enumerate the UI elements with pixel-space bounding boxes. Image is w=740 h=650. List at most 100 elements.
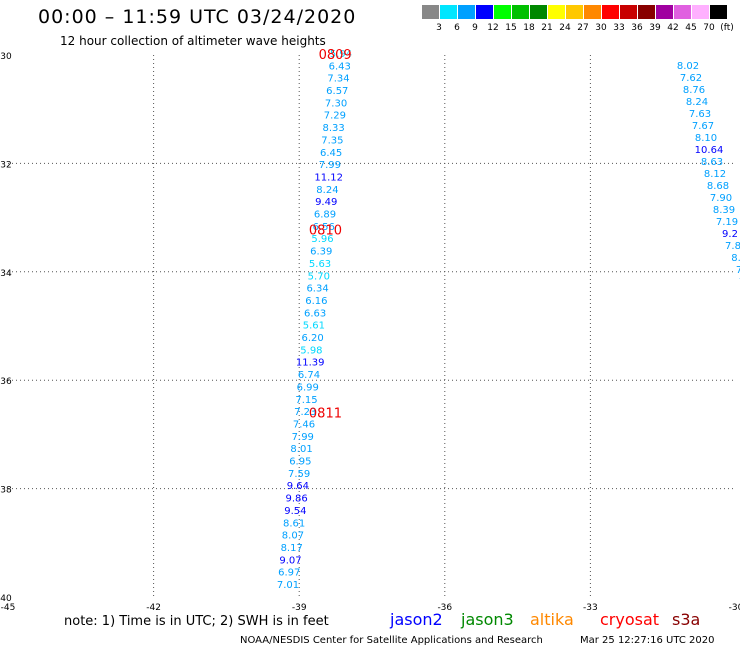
lat-tick-label: -34 <box>0 269 12 279</box>
wave-height-value: 8.68 <box>707 181 729 192</box>
legend-swatch <box>422 5 439 19</box>
wave-height-value: 5.98 <box>300 345 322 356</box>
wave-height-value: 8.12 <box>704 169 726 180</box>
wave-height-value: 8.17 <box>281 543 303 554</box>
wave-height-value: 7.99 <box>292 432 314 443</box>
lat-tick-label: -40 <box>0 594 12 604</box>
lon-tick-label: -33 <box>583 603 598 613</box>
satellite-name: cryosat <box>600 610 660 629</box>
wave-height-value: 9.2 <box>722 229 738 240</box>
wave-height-value: 7.59 <box>288 469 310 480</box>
wave-height-value: 6.16 <box>305 296 327 307</box>
wave-height-value: 8.39 <box>713 205 735 216</box>
wave-height-value: 6.74 <box>298 370 320 381</box>
wave-height-value: 6.89 <box>314 210 336 221</box>
legend-label: 42 <box>667 23 679 33</box>
map-axes: -45 -42 -39 -36 -33 -30 -30 -32 -34 -36 -38 -40 <box>0 52 740 613</box>
wave-height-value: 5.94 <box>330 49 352 60</box>
wave-height-value: 8.24 <box>316 185 338 196</box>
wave-height-value: 7.15 <box>295 395 317 406</box>
wave-height-value: 7.34 <box>327 74 349 85</box>
wave-height-value: 7.90 <box>710 193 732 204</box>
legend-label: 3 <box>436 23 442 33</box>
wave-height-value: 9.64 <box>287 481 309 492</box>
wave-height-value: 8.33 <box>322 123 344 134</box>
satellite-name: s3a <box>672 610 701 629</box>
legend-label: 12 <box>487 23 499 33</box>
pass-time-label: 0811 <box>309 407 342 422</box>
legend-swatch <box>476 5 493 19</box>
lat-tick-label: -36 <box>0 377 12 387</box>
legend-swatch <box>584 5 601 19</box>
satellite-name: jason3 <box>461 610 514 629</box>
wave-height-value: 8.63 <box>701 157 723 168</box>
wave-height-value: 8.61 <box>283 518 305 529</box>
wave-height-value: 7.23 <box>294 407 316 418</box>
legend-label: 21 <box>541 23 553 33</box>
footer-note: note: 1) Time is in UTC; 2) SWH is in fe… <box>64 614 329 629</box>
lon-tick-label: -42 <box>146 603 161 613</box>
wave-height-value: 7.99 <box>319 160 341 171</box>
wave-height-value: 6.43 <box>329 61 351 72</box>
lat-tick-label: -30 <box>0 52 12 62</box>
wave-height-value: 7.19 <box>716 217 738 228</box>
wave-height-value: 6.63 <box>304 308 326 319</box>
legend-label: 27 <box>577 23 589 33</box>
wave-height-value: 7.29 <box>324 111 346 122</box>
wave-height-value: 6.95 <box>289 457 311 468</box>
legend-swatch <box>494 5 511 19</box>
wave-height-value: 7.01 <box>277 580 299 591</box>
wave-height-value: 7.8 <box>725 241 740 252</box>
legend-label: 36 <box>631 23 643 33</box>
pass-time-label: 0809 <box>319 48 352 63</box>
wave-height-value: 11.12 <box>314 172 343 183</box>
legend-label: 70 <box>703 23 715 33</box>
legend-swatch <box>692 5 709 19</box>
legend-label: 6 <box>454 23 460 33</box>
lon-tick-label: -30 <box>729 603 740 613</box>
wave-height-value: 8.02 <box>677 61 699 72</box>
wave-height-value: 11.39 <box>296 358 325 369</box>
altimeter-track-left: 5.946.437.346.577.307.298.337.356.457.99… <box>277 49 352 591</box>
wave-height-value: 7.35 <box>321 135 343 146</box>
legend-swatch <box>656 5 673 19</box>
lat-tick-label: -32 <box>0 160 12 170</box>
wave-height-value: 5.61 <box>303 321 325 332</box>
lon-tick-label: -36 <box>437 603 452 613</box>
legend-swatch <box>602 5 619 19</box>
wave-height-value: 5.63 <box>309 259 331 270</box>
legend-label: 24 <box>559 23 571 33</box>
satellite-name: altika <box>530 610 574 629</box>
altimeter-track-right: 8.027.628.768.247.637.678.1010.648.638.1… <box>677 61 740 288</box>
wave-height-value: 8.07 <box>282 531 304 542</box>
wave-height-value: 6.99 <box>297 382 319 393</box>
wave-height-value: 8. <box>731 253 740 264</box>
legend-label: 15 <box>505 23 517 33</box>
legend-label: (ft) <box>720 23 734 33</box>
wave-height-value: 6.56 <box>313 222 335 233</box>
wave-height-value: 8.24 <box>686 97 708 108</box>
wave-height-value: 7 <box>739 277 740 288</box>
lat-lon-grid <box>8 55 736 597</box>
legend-swatch <box>512 5 529 19</box>
legend-label: 33 <box>613 23 625 33</box>
footer-credit: NOAA/NESDIS Center for Satellite Applica… <box>240 635 543 646</box>
wave-height-value: 5.70 <box>308 271 330 282</box>
wave-height-value: 6.20 <box>302 333 324 344</box>
legend-label: 39 <box>649 23 661 33</box>
lon-tick-label: -45 <box>1 603 16 613</box>
footer-timestamp: Mar 25 12:27:16 UTC 2020 <box>580 635 715 646</box>
legend-label: 18 <box>523 23 535 33</box>
legend-swatch <box>620 5 637 19</box>
legend-swatch <box>674 5 691 19</box>
wave-height-value: 9.07 <box>279 555 301 566</box>
wave-height-value: 6.57 <box>326 86 348 97</box>
legend-swatch <box>458 5 475 19</box>
legend-label: 45 <box>685 23 697 33</box>
legend-label: 9 <box>472 23 478 33</box>
page-title: 00:00 – 11:59 UTC 03/24/2020 <box>38 6 357 28</box>
wave-height-value: 6.39 <box>310 247 332 258</box>
pass-time-label: 0810 <box>309 224 342 239</box>
lat-tick-label: -38 <box>0 486 12 496</box>
